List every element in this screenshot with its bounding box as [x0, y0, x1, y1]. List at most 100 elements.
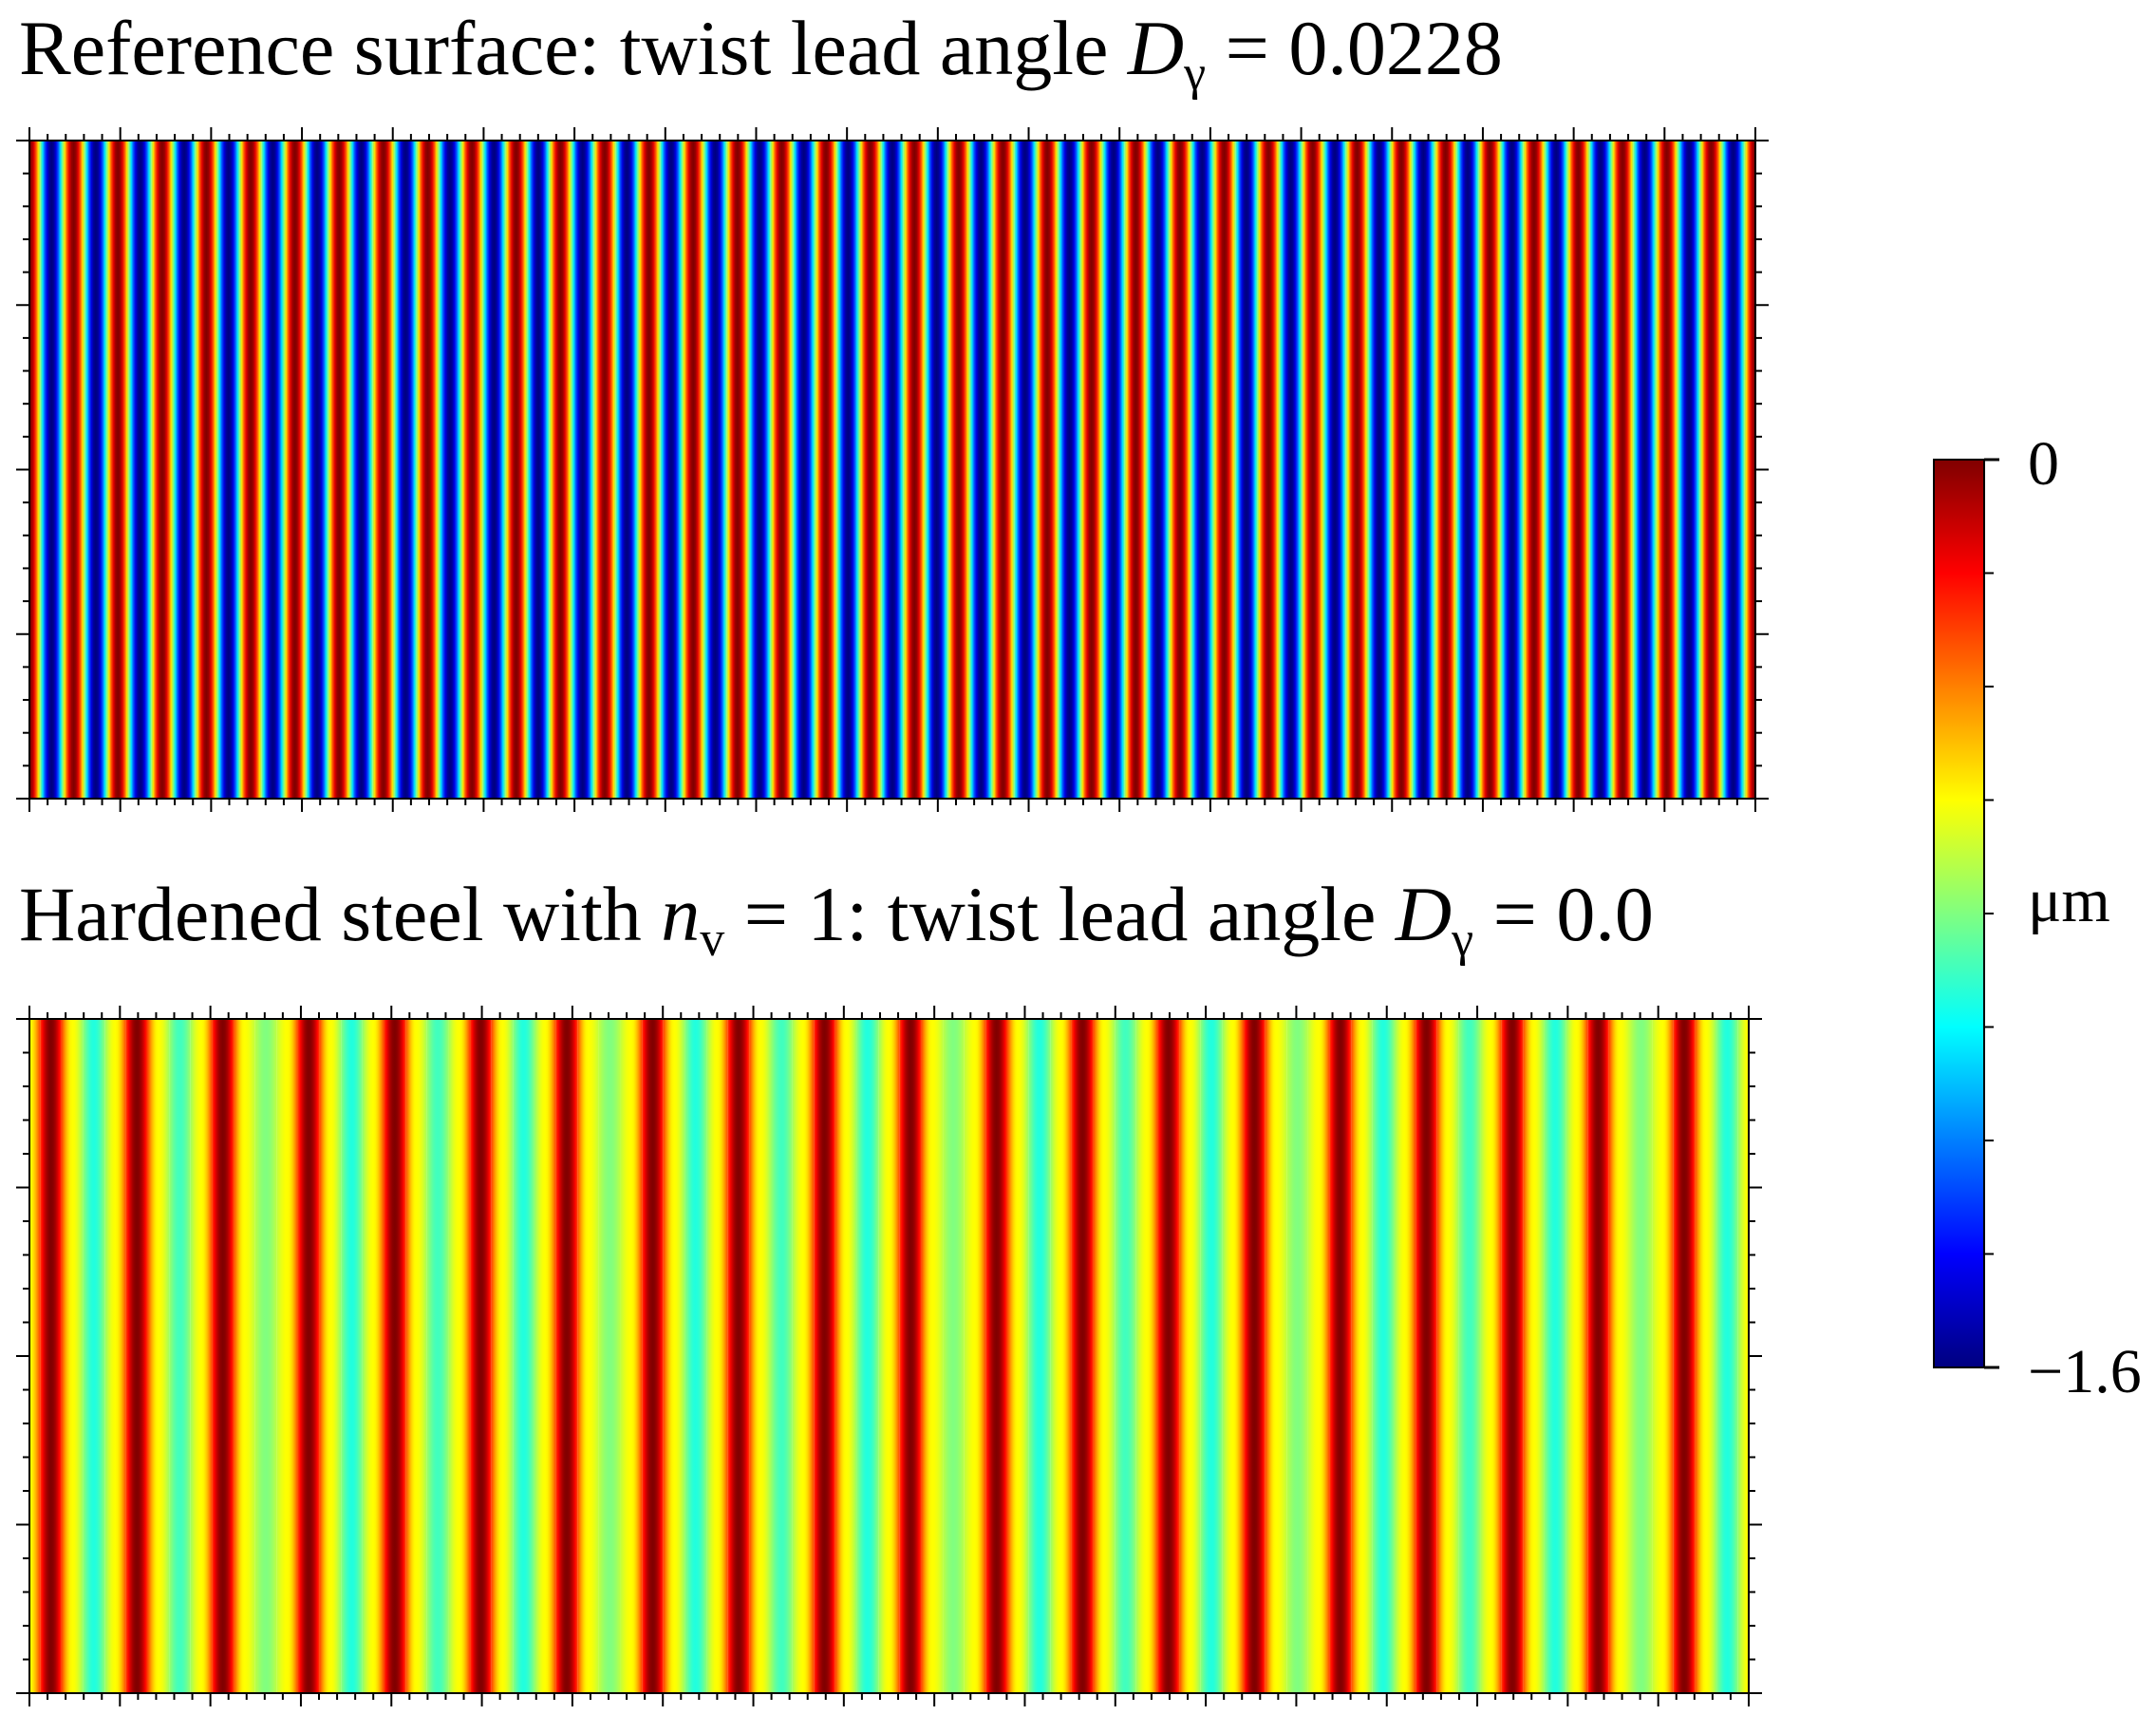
stripe	[217, 141, 240, 799]
stripe	[1611, 141, 1634, 799]
stripe	[1587, 1019, 1609, 1693]
stripe	[254, 1019, 277, 1693]
stripe	[1286, 1019, 1308, 1693]
stripe	[1036, 141, 1059, 799]
stripe	[1608, 1019, 1631, 1693]
title-part: = 0.0	[1473, 871, 1654, 957]
stripe	[1390, 141, 1413, 799]
stripe	[1630, 1019, 1653, 1693]
stripe	[1058, 141, 1081, 799]
stripe	[572, 141, 594, 799]
stripe	[1480, 1019, 1502, 1693]
stripe	[460, 141, 483, 799]
stripe	[856, 1019, 879, 1693]
stripe	[555, 1019, 578, 1693]
stripe	[1566, 141, 1590, 799]
stripe	[577, 1019, 599, 1693]
title-part: γ	[1451, 913, 1473, 967]
stripe	[1115, 1019, 1136, 1693]
stripe	[1307, 1019, 1330, 1693]
stripe	[549, 141, 572, 799]
stripe	[991, 141, 1015, 799]
stripe	[1323, 141, 1346, 799]
stripe	[1028, 1019, 1051, 1693]
stripe	[1394, 1019, 1416, 1693]
stripe	[448, 1019, 471, 1693]
stripe	[1501, 1019, 1524, 1693]
stripe	[1093, 1019, 1115, 1693]
colorbar-tick-label: 0	[2028, 429, 2059, 499]
stripe	[706, 1019, 728, 1693]
stripe	[1737, 1019, 1749, 1693]
stripe	[1633, 141, 1657, 799]
stripe	[947, 141, 970, 799]
stripe	[84, 141, 107, 799]
stripe	[362, 1019, 384, 1693]
stripe	[1212, 141, 1236, 799]
stripe	[83, 1019, 105, 1693]
stripe	[943, 1019, 965, 1693]
stripe	[969, 141, 992, 799]
stripe	[394, 141, 417, 799]
stripe	[1135, 1019, 1158, 1693]
stripe	[527, 141, 550, 799]
stripe	[306, 141, 328, 799]
stripe	[384, 1019, 406, 1693]
stripe	[297, 1019, 320, 1693]
stripe	[1523, 1019, 1545, 1693]
stripe	[1565, 1019, 1588, 1693]
stripe	[328, 141, 350, 799]
title-part: D	[1395, 871, 1452, 957]
stripe	[1302, 141, 1324, 799]
stripe	[598, 1019, 621, 1693]
stripe	[878, 1019, 900, 1693]
stripe	[341, 1019, 363, 1693]
stripe	[1716, 1019, 1738, 1693]
stripe	[128, 141, 152, 799]
stripe	[964, 1019, 986, 1693]
stripe	[1345, 141, 1369, 799]
stripe	[1722, 141, 1745, 799]
stripe	[620, 1019, 643, 1693]
stripe	[1656, 141, 1678, 799]
stripe	[1050, 1019, 1072, 1693]
stripe	[349, 141, 373, 799]
stripe	[985, 1019, 1008, 1693]
stripe	[1147, 141, 1170, 799]
stripe	[234, 1019, 255, 1693]
stripe	[727, 1019, 750, 1693]
stripe	[491, 1019, 514, 1693]
stripe	[1458, 1019, 1481, 1693]
stripe	[1014, 141, 1037, 799]
stripe	[62, 141, 85, 799]
stripe	[749, 1019, 771, 1693]
title-part: v	[700, 913, 724, 967]
stripe	[1436, 1019, 1459, 1693]
stripe	[1351, 1019, 1373, 1693]
stripe	[1456, 141, 1479, 799]
stripe	[1169, 141, 1191, 799]
stripe	[682, 141, 704, 799]
stripe	[1279, 141, 1303, 799]
stripe	[61, 1019, 84, 1693]
stripe	[859, 141, 882, 799]
colorbar	[1933, 459, 1985, 1368]
stripe	[505, 141, 528, 799]
stripe	[615, 141, 638, 799]
stripe	[29, 141, 41, 799]
stripe	[1235, 141, 1258, 799]
stripe	[1157, 1019, 1180, 1693]
stripe	[703, 141, 727, 799]
colorbar-tick-label: −1.6	[2028, 1337, 2142, 1406]
stripe	[147, 1019, 170, 1693]
stripe	[836, 141, 860, 799]
stripe	[663, 1019, 685, 1693]
stripe	[1265, 1019, 1287, 1693]
stripe	[284, 141, 307, 799]
title-part: n	[661, 871, 700, 957]
stripe	[1329, 1019, 1352, 1693]
stripe	[1500, 141, 1524, 799]
stripe	[770, 141, 794, 799]
stripe	[125, 1019, 148, 1693]
colorbar-label: μm	[2028, 866, 2110, 935]
